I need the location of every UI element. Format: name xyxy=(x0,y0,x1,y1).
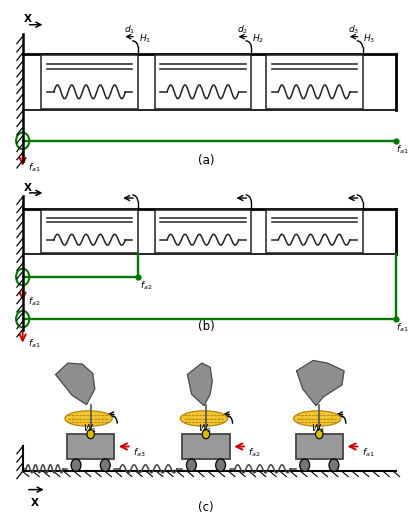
Text: X: X xyxy=(24,183,32,193)
Bar xyxy=(182,434,230,459)
Polygon shape xyxy=(56,363,95,405)
Bar xyxy=(295,434,343,459)
Text: (b): (b) xyxy=(198,320,214,333)
Ellipse shape xyxy=(65,411,112,426)
Polygon shape xyxy=(297,361,344,406)
Circle shape xyxy=(202,429,210,439)
Text: $f_{a1}$: $f_{a1}$ xyxy=(362,447,374,459)
Text: $H_3$: $H_3$ xyxy=(363,33,376,46)
Text: $H_2$: $H_2$ xyxy=(252,33,265,46)
Bar xyxy=(67,434,115,459)
Bar xyxy=(41,55,138,109)
Text: $H_1$: $H_1$ xyxy=(139,33,151,46)
Bar xyxy=(154,210,251,253)
Text: $d_2$: $d_2$ xyxy=(237,23,248,36)
Text: X: X xyxy=(31,498,39,508)
Circle shape xyxy=(87,429,94,439)
Circle shape xyxy=(216,459,225,471)
Bar xyxy=(266,210,363,253)
Text: $d_3$: $d_3$ xyxy=(348,23,359,36)
Bar xyxy=(266,55,363,109)
Ellipse shape xyxy=(293,411,341,426)
Text: (a): (a) xyxy=(198,154,214,167)
Text: $f_{a1}$: $f_{a1}$ xyxy=(396,322,409,334)
Circle shape xyxy=(187,459,196,471)
Bar xyxy=(41,210,138,253)
Text: $W_1$: $W_1$ xyxy=(83,423,97,435)
Text: (c): (c) xyxy=(198,501,214,514)
Text: X: X xyxy=(24,13,32,24)
Polygon shape xyxy=(187,363,212,406)
Text: $d_1$: $d_1$ xyxy=(124,23,135,36)
Circle shape xyxy=(71,459,81,471)
Text: $f_{a1}$: $f_{a1}$ xyxy=(28,162,40,175)
Circle shape xyxy=(101,459,110,471)
Circle shape xyxy=(300,459,310,471)
Text: $W_2$: $W_2$ xyxy=(198,423,212,435)
Text: $f_{a1}$: $f_{a1}$ xyxy=(28,338,40,350)
Text: $f_{a2}$: $f_{a2}$ xyxy=(140,279,152,292)
Circle shape xyxy=(329,459,339,471)
Text: $W_3$: $W_3$ xyxy=(311,423,325,435)
Bar xyxy=(154,55,251,109)
Text: $f_{a1}$: $f_{a1}$ xyxy=(396,143,409,156)
Text: $f_{a2}$: $f_{a2}$ xyxy=(248,447,261,459)
Text: $f_{a2}$: $f_{a2}$ xyxy=(28,295,40,308)
Text: $f_{a3}$: $f_{a3}$ xyxy=(133,447,145,459)
Circle shape xyxy=(316,429,323,439)
Ellipse shape xyxy=(180,411,227,426)
